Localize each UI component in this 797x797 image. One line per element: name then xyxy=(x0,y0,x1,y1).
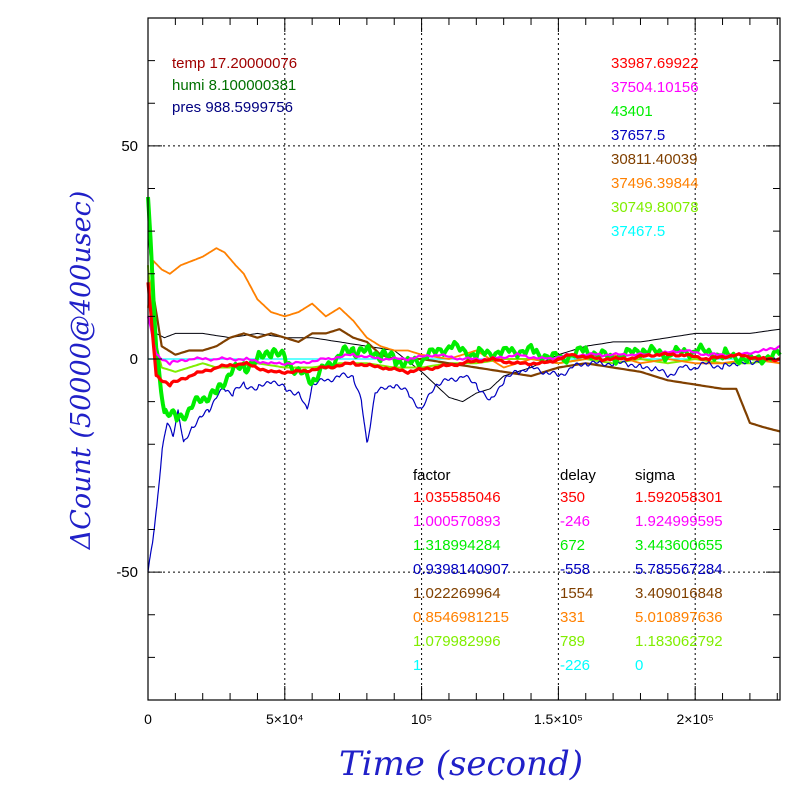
baseline-value: 37657.5 xyxy=(611,127,665,144)
series-line xyxy=(146,196,782,423)
table-header: sigma xyxy=(635,467,676,484)
x-tick-label: 5×10⁴ xyxy=(266,711,304,727)
table-cell: 5.010897636 xyxy=(635,609,723,626)
baseline-value: 37496.39844 xyxy=(611,175,699,192)
table-cell: 1.924999595 xyxy=(635,513,723,530)
table-cell: 672 xyxy=(560,537,585,554)
series-line-envelope xyxy=(147,231,781,403)
baseline-value: 37467.5 xyxy=(611,223,665,240)
table-cell: 3.409016848 xyxy=(635,585,723,602)
x-tick-label: 1.5×10⁵ xyxy=(534,711,583,727)
baseline-value: 30749.80078 xyxy=(611,199,699,216)
series-line xyxy=(147,355,781,573)
baseline-value: 33987.69922 xyxy=(611,55,699,72)
table-cell: 0.9398140907 xyxy=(413,561,509,578)
table-cell: 3.443600655 xyxy=(635,537,723,554)
y-axis-label: ΔCount (50000@400usec) xyxy=(66,191,97,550)
env-readout: temp 17.20000076 xyxy=(172,55,297,72)
table-cell: 1554 xyxy=(560,585,593,602)
series-line xyxy=(146,316,781,366)
chart-text: 0 5×10⁴ 10⁵ 1.5×10⁵ 2×10⁵ 50 0 -50 temp 17.20000… xyxy=(116,55,722,727)
table-cell: 1.592058301 xyxy=(635,489,723,506)
env-readout: humi 8.100000381 xyxy=(172,77,296,94)
series-line xyxy=(146,205,781,433)
y-tick-label: 50 xyxy=(121,138,138,155)
env-readout: pres 988.5999756 xyxy=(172,99,293,116)
x-tick-label: 2×10⁵ xyxy=(677,711,714,727)
table-cell: -226 xyxy=(560,657,590,674)
table-header: delay xyxy=(560,467,596,484)
x-axis-label: Time (second) xyxy=(339,744,583,784)
table-cell: 350 xyxy=(560,489,585,506)
table-cell: 1.022269964 xyxy=(413,585,501,602)
axis-ticks xyxy=(148,18,780,700)
baseline-value: 30811.40039 xyxy=(611,151,697,168)
baseline-value: 37504.10156 xyxy=(611,79,699,96)
table-cell: 331 xyxy=(560,609,585,626)
table-cell: 1.079982996 xyxy=(413,633,501,650)
y-tick-label: -50 xyxy=(116,564,138,581)
table-cell: 1 xyxy=(413,657,421,674)
table-cell: 1.035585046 xyxy=(413,489,501,506)
table-cell: 1.318994284 xyxy=(413,537,501,554)
y-tick-label: 0 xyxy=(130,351,138,368)
table-cell: 0 xyxy=(635,657,643,674)
x-tick-label: 10⁵ xyxy=(411,711,432,727)
baseline-value: 43401 xyxy=(611,103,653,120)
series-line xyxy=(146,282,781,388)
table-cell: 1.000570893 xyxy=(413,513,501,530)
table-cell: 5.785567284 xyxy=(635,561,723,578)
x-tick-label: 0 xyxy=(144,711,152,727)
table-cell: 0.8546981215 xyxy=(413,609,509,626)
table-cell: -246 xyxy=(560,513,590,530)
table-header: factor xyxy=(413,467,451,484)
series-lines xyxy=(146,196,782,573)
table-cell: 1.183062792 xyxy=(635,633,723,650)
table-cell: -558 xyxy=(560,561,590,578)
table-cell: 789 xyxy=(560,633,585,650)
